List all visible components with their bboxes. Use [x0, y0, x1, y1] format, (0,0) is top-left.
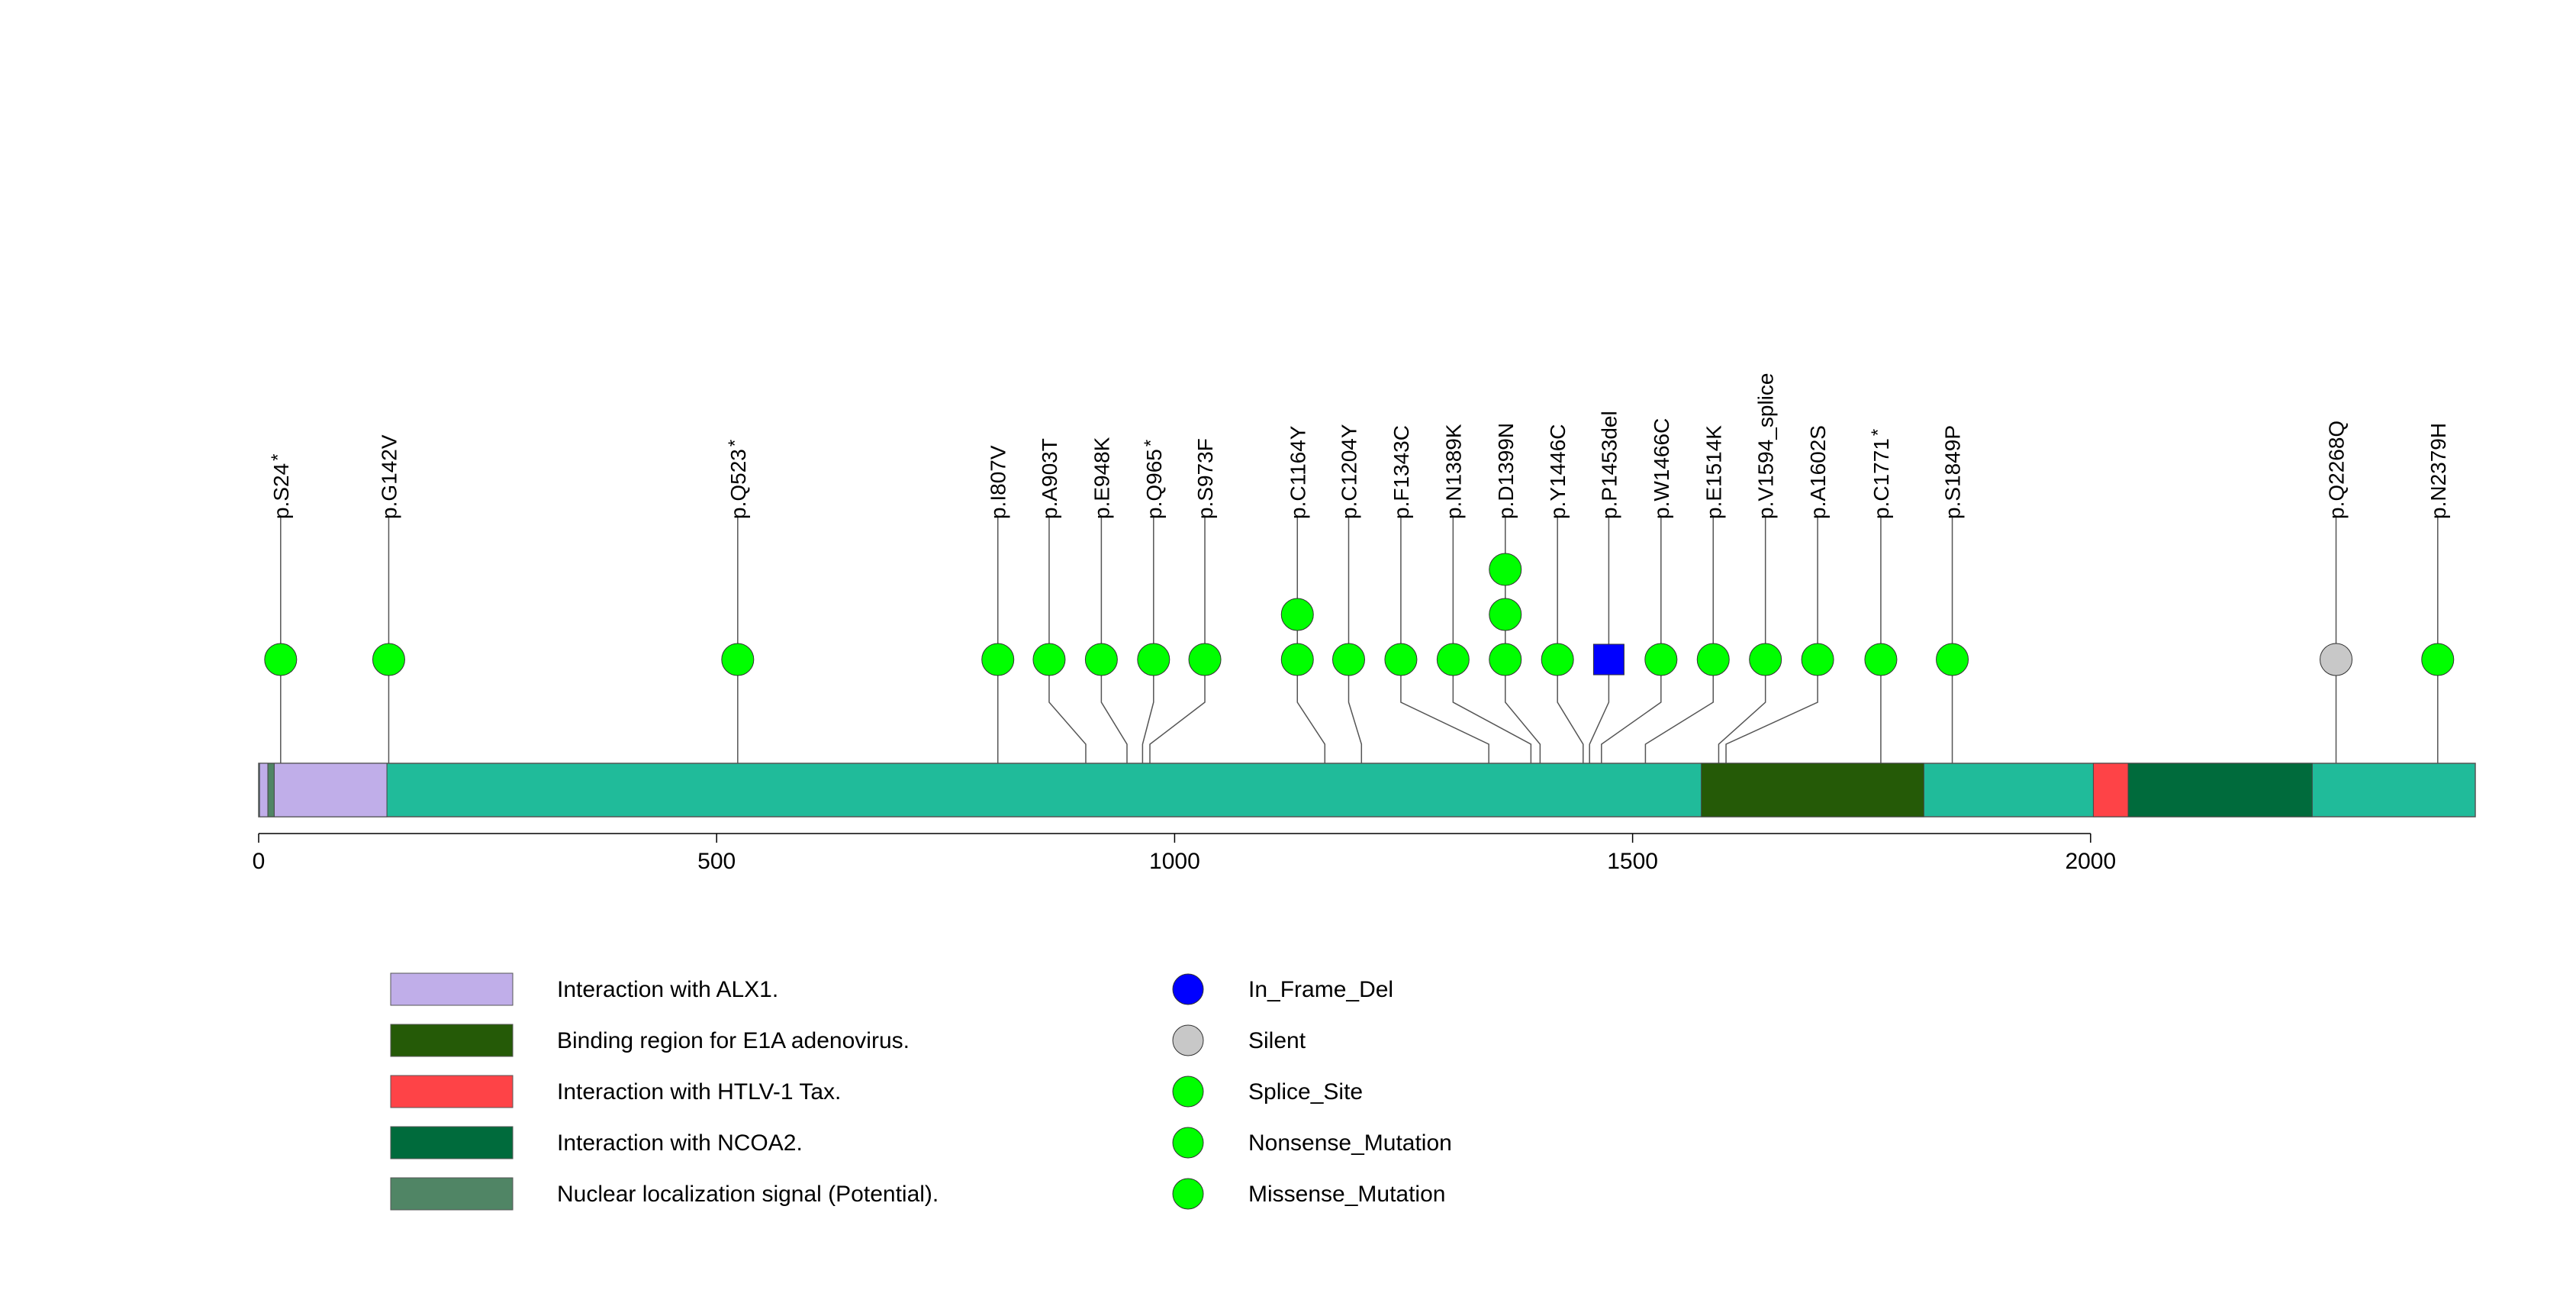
mutation-label: p.C1204Y	[1337, 424, 1360, 519]
mutation-marker-circle	[1188, 643, 1222, 676]
mutation-legend-label: Silent	[1248, 1028, 1306, 1053]
mutation-legend-label: Splice_Site	[1248, 1079, 1363, 1105]
mutation-marker-circle	[1489, 553, 1522, 586]
nonsense-star: *	[268, 453, 288, 460]
protein-backbone-layer	[258, 763, 2476, 818]
mutation-legend-swatch	[1172, 1127, 1204, 1159]
mutation-labels: p.S24* p.G142V p.Q523* p.I807V p.A903T p.E948…	[268, 373, 2450, 519]
mutation-marker-square	[1592, 643, 1624, 676]
mutation-label: p.S24*	[268, 453, 293, 519]
mutation-label: p.C1771*	[1868, 429, 1893, 519]
mutation-marker-circle	[1280, 598, 1314, 631]
mutation-label: p.D1399N	[1494, 423, 1518, 519]
x-tick-label: 2000	[2065, 849, 2116, 874]
domain-legend-swatch	[390, 1126, 514, 1159]
domain-legend: Interaction with ALX1. Binding region for…	[390, 972, 939, 1211]
mutation-marker-circle	[1084, 643, 1118, 676]
mutation-type-legend: In_Frame_Del Silent Splice_Site Nonsense_Mu…	[1172, 973, 1452, 1210]
mutation-marker-circle	[2421, 643, 2455, 676]
mutation-marker-circle	[1280, 643, 1314, 676]
domain-interaction-with-alx1	[259, 763, 388, 818]
nonsense-star: *	[1141, 440, 1161, 447]
mutation-legend-swatch	[1172, 1024, 1204, 1056]
domain-interaction-with-ncoa2	[2127, 763, 2313, 818]
mutation-label: p.F1343C	[1389, 425, 1413, 519]
x-tick-label: 500	[697, 849, 736, 874]
mutation-marker-circle	[1032, 643, 1066, 676]
mutation-legend-label: Nonsense_Mutation	[1248, 1130, 1452, 1156]
mutation-label: p.E948K	[1090, 437, 1113, 519]
mutation-label: p.A903T	[1038, 438, 1061, 519]
mutation-legend-label: In_Frame_Del	[1248, 977, 1393, 1002]
mutation-label: p.W1466C	[1650, 418, 1673, 519]
mutation-label: p.G142V	[377, 434, 401, 519]
mutation-markers	[264, 553, 2455, 676]
mutation-marker-circle	[1696, 643, 1730, 676]
mutation-marker-circle	[1541, 643, 1574, 676]
domain-legend-label: Nuclear localization signal (Potential).	[557, 1182, 939, 1207]
mutation-legend-swatch	[1172, 1076, 1204, 1108]
domain-interaction-with-htlv-1-tax	[2092, 763, 2129, 818]
mutation-label: p.S1849P	[1941, 425, 1965, 519]
nonsense-star: *	[725, 440, 745, 447]
mutation-label: p.A1602S	[1806, 425, 1830, 519]
domain-legend-label: Interaction with HTLV-1 Tax.	[557, 1079, 841, 1105]
mutation-label: p.P1453del	[1597, 411, 1621, 519]
mutation-marker-circle	[372, 643, 405, 676]
domain-legend-label: Interaction with NCOA2.	[557, 1130, 803, 1156]
mutation-label: p.Q965*	[1141, 440, 1166, 519]
mutation-marker-circle	[1436, 643, 1470, 676]
mutation-marker-circle	[1489, 643, 1522, 676]
mutation-marker-circle	[721, 643, 755, 676]
domain-legend-swatch	[390, 1075, 514, 1108]
mutation-marker-circle	[1936, 643, 1969, 676]
mutation-legend-swatch	[1172, 1178, 1204, 1210]
domain-legend-swatch	[390, 1024, 514, 1057]
mutation-legend-swatch	[1172, 973, 1204, 1005]
mutation-marker-circle	[1331, 643, 1365, 676]
mutation-label: p.S973F	[1193, 438, 1217, 519]
mutation-label: p.I807V	[987, 445, 1010, 519]
mutation-label: p.Q523*	[725, 440, 750, 519]
domain-legend-swatch	[390, 1177, 514, 1211]
domain-legend-label: Interaction with ALX1.	[557, 977, 778, 1002]
x-axis: 0 500 1000 1500 2000	[253, 833, 2116, 874]
mutation-label: p.Q2268Q	[2325, 421, 2349, 519]
mutation-marker-circle	[1644, 643, 1678, 676]
mutation-label: p.Y1446C	[1546, 424, 1570, 519]
mutation-label: p.E1514K	[1702, 425, 1725, 519]
domain-binding-region-for-e1a-adenovirus	[1701, 763, 1924, 818]
mutation-marker-circle	[1749, 643, 1782, 676]
mutation-marker-circle	[1384, 643, 1418, 676]
x-tick-label: 0	[253, 849, 266, 874]
mutation-marker-circle	[264, 643, 298, 676]
mutation-marker-circle	[1137, 643, 1170, 676]
nonsense-star: *	[1868, 429, 1889, 436]
mutation-marker-circle	[981, 643, 1015, 676]
mutation-marker-circle	[1801, 643, 1834, 676]
domain-legend-swatch	[390, 972, 514, 1006]
mutation-label: p.N2379H	[2426, 423, 2450, 519]
domain-nuclear-localization-signal-potential	[267, 763, 275, 818]
mutation-label: p.C1164Y	[1286, 425, 1309, 519]
domain-legend-label: Binding region for E1A adenovirus.	[557, 1028, 910, 1053]
mutation-marker-circle	[1489, 598, 1522, 631]
mutation-marker-circle	[2320, 643, 2353, 676]
mutation-label: p.N1389K	[1441, 424, 1465, 519]
x-tick-label: 1500	[1607, 849, 1658, 874]
x-tick-label: 1000	[1149, 849, 1200, 874]
mutation-marker-circle	[1864, 643, 1898, 676]
mutation-label: p.V1594_splice	[1754, 373, 1778, 519]
mutation-legend-label: Missense_Mutation	[1248, 1182, 1445, 1207]
